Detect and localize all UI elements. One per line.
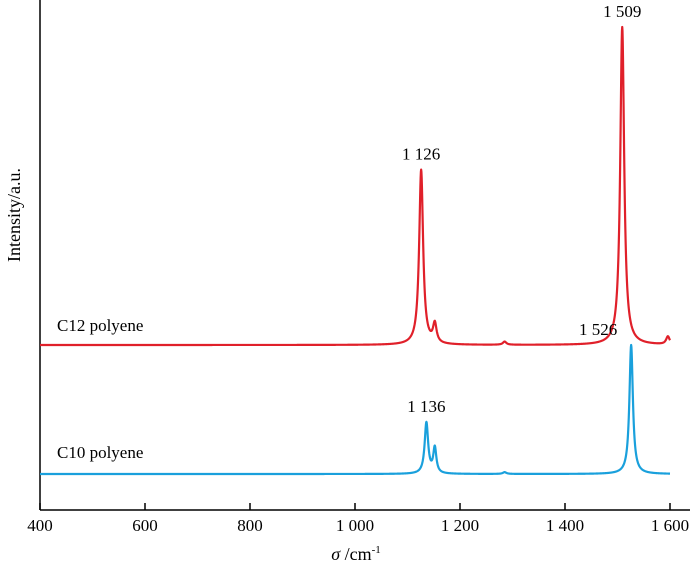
x-tick-label: 1 000 bbox=[336, 516, 374, 535]
peak-label: 1 136 bbox=[407, 397, 445, 416]
series-line-c12 bbox=[39, 25, 671, 347]
annotations: C12 polyene 1 126 1 509 C10 polyene 1 136 1 5… bbox=[57, 2, 641, 462]
x-axis-unit: /cm bbox=[340, 544, 372, 564]
x-tick-label: 400 bbox=[27, 516, 53, 535]
x-ticks: 400 600 800 1 000 1 200 1 400 1 600 bbox=[27, 503, 689, 535]
x-tick-label: 800 bbox=[237, 516, 263, 535]
x-axis-symbol: σ bbox=[331, 544, 341, 564]
series-label: C12 polyene bbox=[57, 316, 143, 335]
peak-label: 1 526 bbox=[579, 320, 617, 339]
peak-label: 1 509 bbox=[603, 2, 641, 21]
x-axis-title: σ /cm-1 bbox=[331, 544, 381, 564]
x-tick-label: 1 600 bbox=[651, 516, 689, 535]
x-axis-superscript: -1 bbox=[372, 544, 381, 556]
x-tick-label: 600 bbox=[132, 516, 158, 535]
x-tick-label: 1 200 bbox=[441, 516, 479, 535]
series-lines bbox=[39, 25, 671, 476]
peak-label: 1 126 bbox=[402, 145, 440, 164]
y-axis-title: Intensity/a.u. bbox=[4, 168, 24, 262]
series-line-c10 bbox=[39, 343, 671, 476]
x-tick-label: 1 400 bbox=[546, 516, 584, 535]
axes: Intensity/a.u. σ /cm-1 bbox=[4, 0, 690, 564]
series-label: C10 polyene bbox=[57, 443, 143, 462]
